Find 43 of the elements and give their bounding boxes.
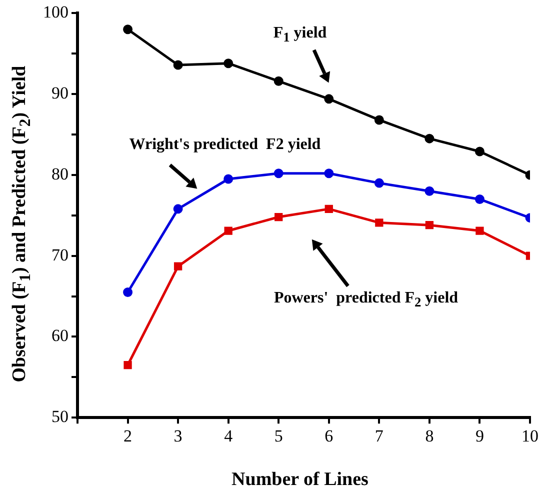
y-tick-label: 60 [52, 326, 68, 346]
x-tick-label: 8 [425, 426, 434, 446]
point [474, 146, 484, 156]
point [123, 287, 133, 297]
y-tick-label: 50 [52, 407, 68, 426]
x-tick-label: 4 [224, 426, 234, 446]
x-tick-label: 3 [174, 426, 182, 446]
y-tick-label: 70 [52, 245, 68, 264]
point [174, 262, 182, 270]
point [474, 194, 484, 204]
point [424, 186, 434, 196]
point [476, 226, 484, 235]
point [173, 204, 183, 214]
x-tick-label: 7 [374, 426, 384, 446]
y-tick-label: 80 [52, 164, 68, 184]
y-tick-label: 100 [43, 2, 68, 22]
point [375, 218, 384, 227]
point [124, 360, 132, 370]
annotation: Wright's predicted F2 yield [129, 136, 321, 154]
y-tick-label: 90 [52, 84, 68, 103]
x-tick-label: 2 [124, 426, 132, 446]
annotation: Powers' predicted F$_{2}$ yield [274, 289, 458, 311]
point [224, 226, 232, 235]
point [324, 204, 333, 214]
point [324, 94, 334, 104]
point [123, 24, 133, 34]
point [274, 168, 284, 178]
point [424, 134, 434, 144]
x-tick-label: 6 [324, 426, 334, 446]
x-axis-title: Number of Lines [232, 469, 368, 491]
point [274, 212, 283, 222]
annotation: F$_{1}$ yield [273, 24, 327, 46]
point [425, 221, 434, 230]
point [374, 178, 384, 188]
point [173, 60, 183, 70]
point [274, 76, 284, 86]
point [374, 115, 384, 125]
x-tick-label: 9 [475, 426, 484, 446]
point [324, 168, 334, 178]
point [224, 58, 234, 68]
point [224, 174, 234, 184]
x-tick-label: 5 [274, 426, 283, 446]
x-tick-label: 10 [522, 426, 538, 446]
